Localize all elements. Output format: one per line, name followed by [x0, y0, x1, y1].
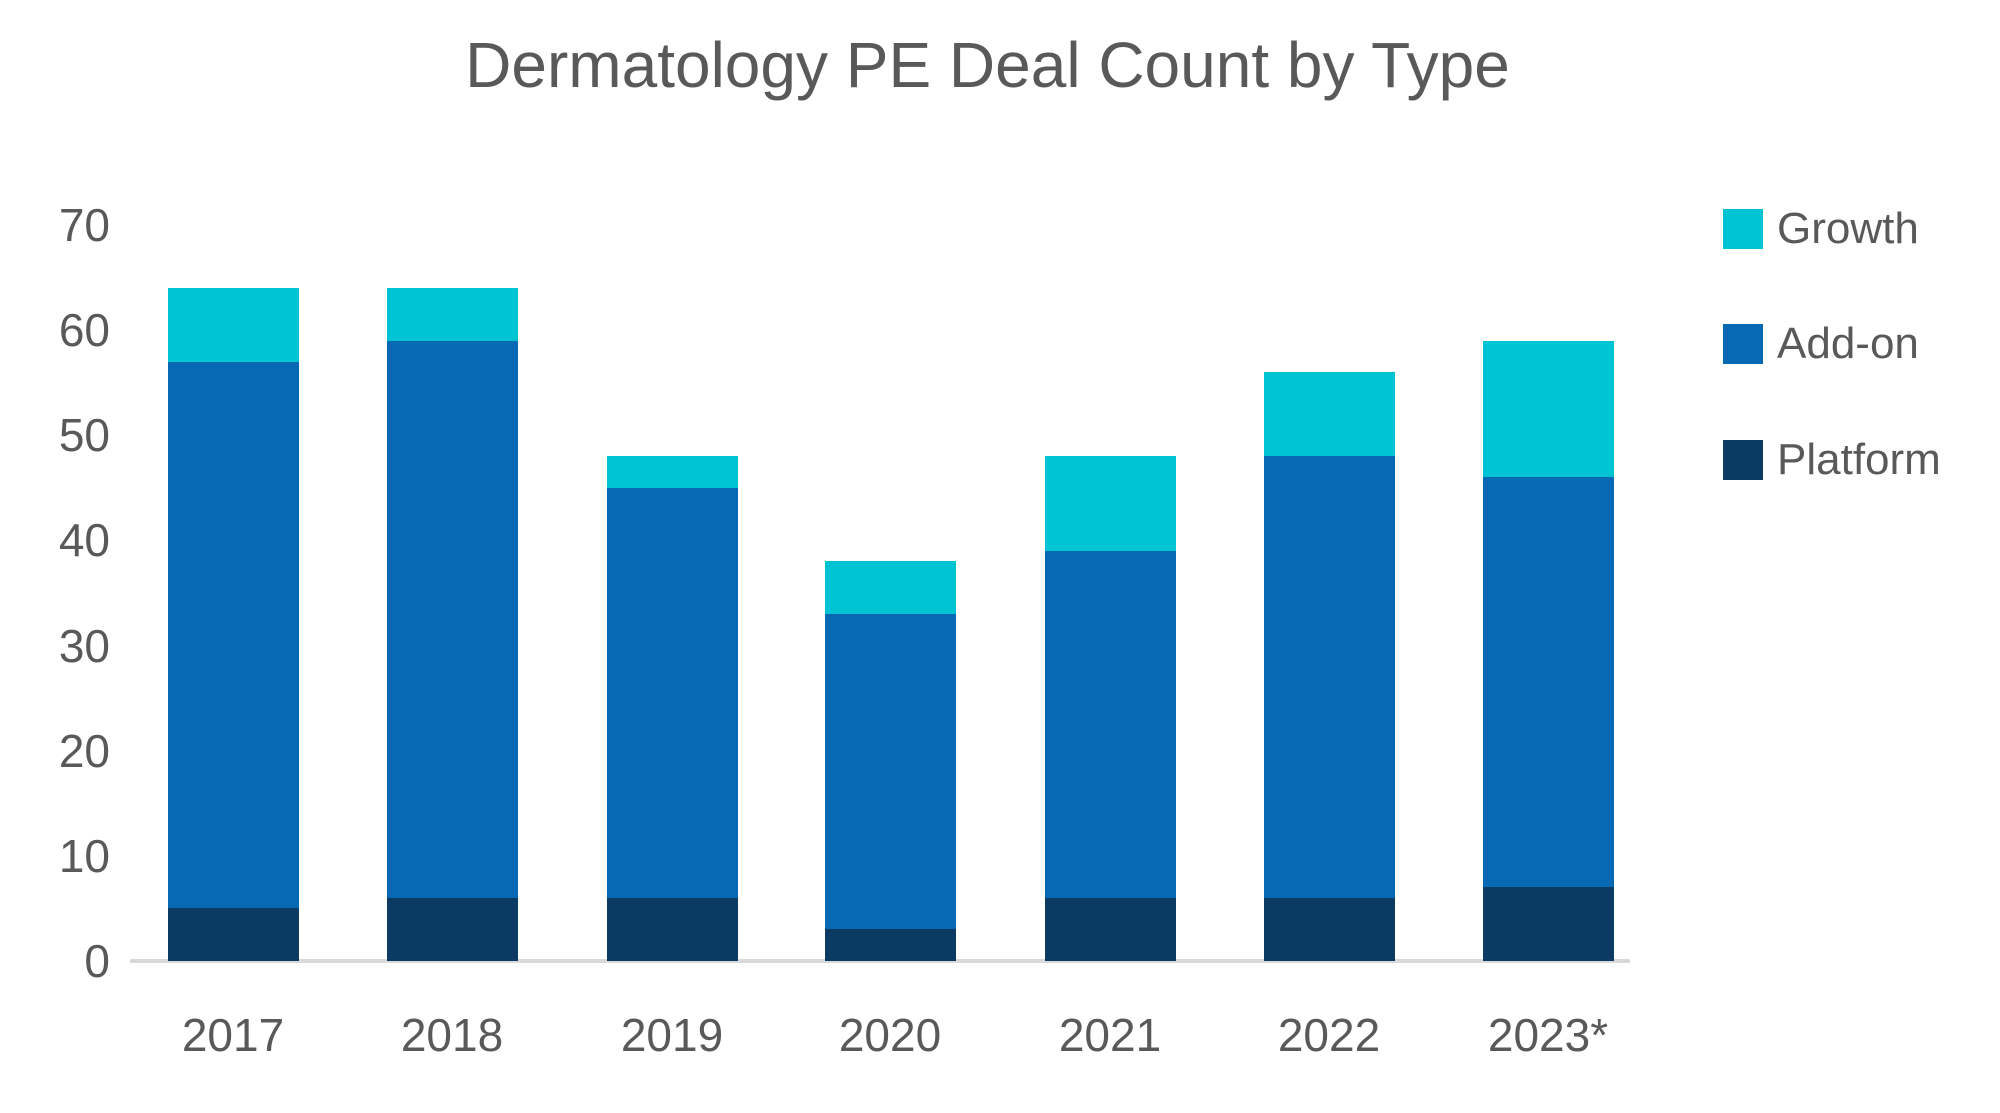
bar-segment-platform-2020: [824, 929, 956, 961]
bar-segment-add-on-2022: [1263, 456, 1395, 898]
bar-segment-growth-2018: [386, 288, 518, 341]
bar-segment-add-on-2020: [824, 614, 956, 930]
legend-label: Add-on: [1777, 319, 1919, 368]
bar-segment-growth-2019: [606, 456, 738, 488]
bar-segment-growth-2017: [167, 288, 299, 362]
bar-segment-platform-2022: [1263, 897, 1395, 961]
bar-segment-add-on-2018: [386, 340, 518, 898]
y-axis-tick-label: 0: [84, 935, 110, 987]
bar-segment-add-on-2017: [167, 361, 299, 909]
x-axis-tick-label: 2019: [620, 1009, 724, 1061]
y-axis-tick-label: 20: [58, 724, 110, 777]
legend-item-platform: Platform: [1723, 438, 1941, 482]
y-axis-tick-label: 60: [58, 304, 110, 357]
legend-swatch-icon: [1723, 209, 1763, 249]
legend-item-growth: Growth: [1723, 207, 1919, 251]
bar-segment-add-on-2021: [1044, 550, 1176, 898]
x-axis-tick-label: 2023*: [1487, 1009, 1609, 1061]
x-axis-tick-label: 2020: [838, 1009, 942, 1061]
bar-segment-add-on-2019: [606, 487, 738, 898]
chart-title: Dermatology PE Deal Count by Type: [465, 29, 1510, 101]
x-axis-tick-label: 2017: [181, 1009, 285, 1061]
bar-segment-platform-2021: [1044, 897, 1176, 961]
y-axis-tick-label: 50: [58, 409, 110, 462]
legend-swatch-icon: [1723, 440, 1763, 480]
legend-label: Growth: [1777, 204, 1919, 253]
y-axis-tick-label: 30: [58, 619, 110, 672]
bar-segment-platform-2023: [1482, 887, 1614, 961]
bar-segment-platform-2017: [167, 908, 299, 961]
legend-item-add-on: Add-on: [1723, 322, 1919, 366]
bar-segment-growth-2023: [1482, 340, 1614, 478]
bar-segment-growth-2020: [824, 561, 956, 615]
x-axis-line: [130, 959, 1630, 963]
bar-segment-growth-2022: [1263, 372, 1395, 457]
bar-segment-growth-2021: [1044, 456, 1176, 551]
x-axis-tick-label: 2022: [1277, 1009, 1381, 1061]
legend-swatch-icon: [1723, 324, 1763, 364]
x-axis-tick-label: 2018: [400, 1009, 504, 1061]
bar-segment-add-on-2023: [1482, 477, 1614, 888]
legend-label: Platform: [1777, 435, 1941, 484]
x-axis-tick-label: 2021: [1058, 1009, 1162, 1061]
bar-segment-platform-2018: [386, 897, 518, 961]
bar-segment-platform-2019: [606, 897, 738, 961]
y-axis-tick-label: 70: [58, 199, 110, 251]
y-axis-tick-label: 10: [58, 829, 110, 882]
y-axis-tick-label: 40: [58, 514, 110, 567]
